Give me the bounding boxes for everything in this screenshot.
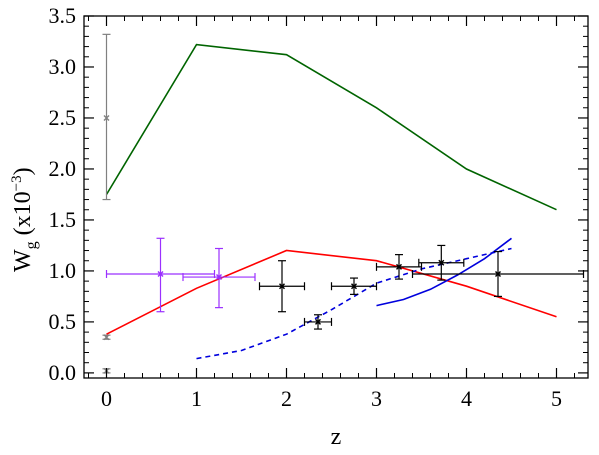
data-point-11 — [411, 250, 585, 298]
plot-area — [102, 33, 585, 374]
series-line-3 — [376, 237, 512, 307]
data-point-5 — [182, 247, 256, 309]
point-marker — [103, 334, 110, 341]
y-label-pre: (x10 — [10, 191, 36, 241]
y-axis-label: Wg (x10−3) — [9, 167, 40, 272]
y-tick-label: 0.0 — [49, 360, 77, 385]
series-line-1 — [105, 43, 557, 211]
point-marker — [103, 114, 110, 121]
point-marker — [495, 270, 501, 277]
x-tick-label: 2 — [281, 386, 292, 411]
tick-labels: 0 1 2 3 4 5 0.0 0.5 1.0 1.5 2.0 2.5 3.0 3.5 — [49, 3, 563, 411]
point-marker — [438, 259, 445, 266]
data-point-6 — [258, 260, 306, 313]
y-label-main: W — [10, 249, 36, 272]
point-marker — [396, 263, 402, 270]
data-point-4 — [105, 237, 216, 313]
point-marker — [279, 283, 285, 290]
x-tick-label: 0 — [101, 386, 112, 411]
point-marker — [315, 318, 321, 325]
y-tick-label: 3.5 — [49, 3, 77, 28]
data-point-9 — [375, 254, 423, 280]
y-tick-label: 0.5 — [49, 309, 77, 334]
y-label-sub: g — [23, 241, 40, 249]
x-tick-label: 1 — [191, 386, 202, 411]
y-tick-label: 3.0 — [49, 54, 77, 79]
x-tick-label: 4 — [461, 386, 472, 411]
plot-frame — [83, 15, 589, 379]
point-marker — [157, 270, 164, 277]
data-point-8 — [330, 277, 378, 295]
y-tick-label: 1.0 — [49, 258, 77, 283]
point-marker — [351, 283, 357, 290]
y-tick-label: 2.0 — [49, 156, 77, 181]
y-label-post: ) — [10, 167, 36, 175]
y-tick-label: 2.5 — [49, 105, 77, 130]
axis-ticks — [84, 15, 588, 378]
x-axis-label: z — [331, 424, 342, 450]
point-marker — [216, 274, 222, 281]
series-line-4 — [196, 247, 512, 360]
y-label-sup: −3 — [9, 175, 25, 191]
data-point-2 — [102, 334, 111, 341]
data-point-7 — [303, 314, 333, 330]
x-tick-label: 3 — [371, 386, 382, 411]
x-tick-label: 5 — [551, 386, 562, 411]
data-point-1 — [102, 33, 111, 201]
y-tick-label: 1.5 — [49, 207, 77, 232]
series-line-2 — [106, 249, 557, 335]
